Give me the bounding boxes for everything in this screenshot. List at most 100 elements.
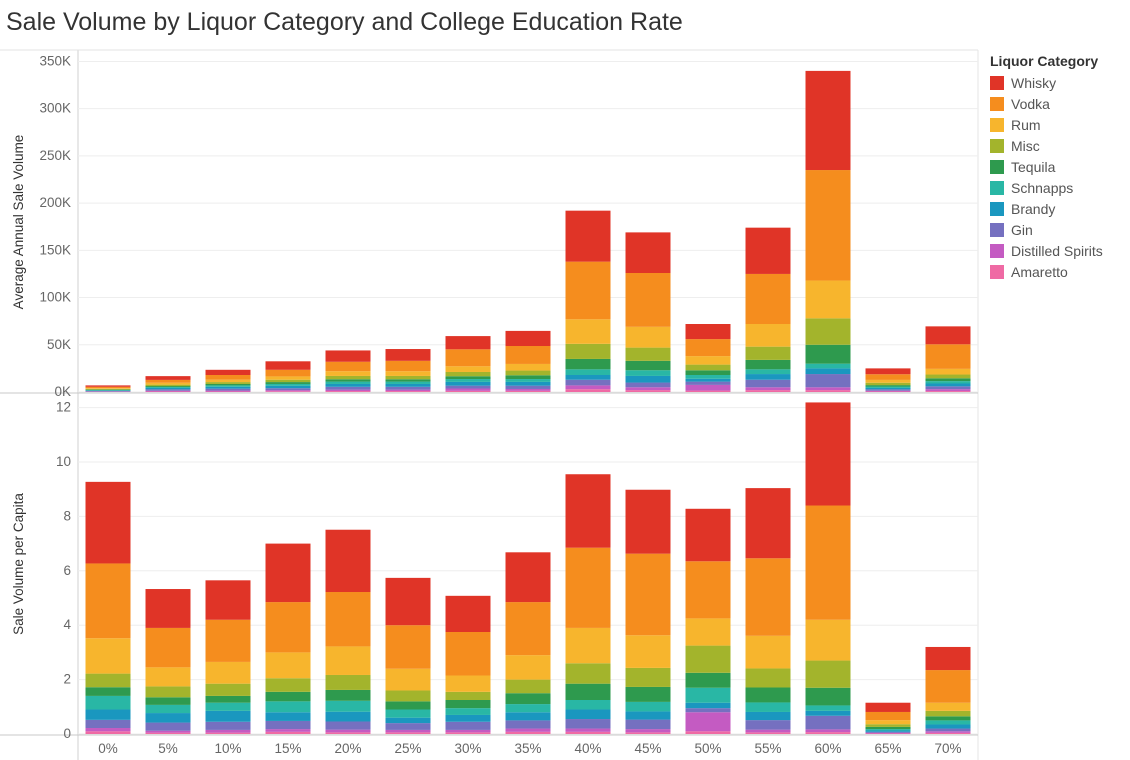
bar-segment[interactable] <box>745 346 791 360</box>
bar-segment[interactable] <box>805 170 851 281</box>
bar-segment[interactable] <box>385 379 431 382</box>
bar-segment[interactable] <box>385 383 431 387</box>
bar-segment[interactable] <box>385 732 431 734</box>
bar-segment[interactable] <box>205 683 251 696</box>
bar-segment[interactable] <box>865 374 911 380</box>
bar-segment[interactable] <box>205 729 251 733</box>
bar-segment[interactable] <box>925 702 971 711</box>
bar-segment[interactable] <box>865 724 911 727</box>
bar-segment[interactable] <box>685 378 731 382</box>
bar-segment[interactable] <box>625 686 671 702</box>
bar-segment[interactable] <box>505 388 551 391</box>
bar-segment[interactable] <box>565 261 611 320</box>
bar-segment[interactable] <box>745 379 791 388</box>
bar-segment[interactable] <box>925 386 971 390</box>
bar-segment[interactable] <box>445 381 491 386</box>
bar-segment[interactable] <box>565 319 611 344</box>
bar-segment[interactable] <box>85 563 131 639</box>
bar-segment[interactable] <box>685 381 731 385</box>
bar-segment[interactable] <box>625 232 671 273</box>
bar-segment[interactable] <box>865 387 911 390</box>
bar-segment[interactable] <box>745 227 791 274</box>
bar-segment[interactable] <box>85 731 131 734</box>
bar-segment[interactable] <box>625 719 671 730</box>
bar-segment[interactable] <box>805 402 851 506</box>
bar-segment[interactable] <box>745 702 791 712</box>
bar-segment[interactable] <box>805 729 851 733</box>
bar-segment[interactable] <box>805 687 851 706</box>
bar-segment[interactable] <box>625 273 671 327</box>
bar-segment[interactable] <box>565 731 611 734</box>
bar-segment[interactable] <box>625 382 671 388</box>
bar-segment[interactable] <box>565 343 611 359</box>
bar-segment[interactable] <box>325 689 371 701</box>
bar-segment[interactable] <box>505 602 551 656</box>
bar-segment[interactable] <box>565 385 611 390</box>
bar-segment[interactable] <box>85 687 131 696</box>
bar-segment[interactable] <box>85 385 131 387</box>
bar-segment[interactable] <box>145 589 191 628</box>
bar-segment[interactable] <box>385 349 431 361</box>
bar-segment[interactable] <box>805 732 851 734</box>
bar-segment[interactable] <box>265 383 311 386</box>
bar-segment[interactable] <box>685 645 731 673</box>
bar-segment[interactable] <box>505 712 551 721</box>
bar-segment[interactable] <box>745 390 791 392</box>
bar-segment[interactable] <box>445 388 491 391</box>
bar-segment[interactable] <box>745 732 791 734</box>
bar-segment[interactable] <box>505 346 551 364</box>
bar-segment[interactable] <box>565 210 611 262</box>
bar-segment[interactable] <box>805 715 851 730</box>
bar-segment[interactable] <box>325 379 371 382</box>
bar-segment[interactable] <box>385 381 431 384</box>
bar-segment[interactable] <box>85 638 131 674</box>
bar-segment[interactable] <box>325 711 371 722</box>
bar-segment[interactable] <box>445 390 491 392</box>
bar-segment[interactable] <box>505 720 551 729</box>
bar-segment[interactable] <box>925 389 971 392</box>
bar-segment[interactable] <box>685 364 731 371</box>
bar-segment[interactable] <box>205 388 251 391</box>
bar-segment[interactable] <box>685 324 731 340</box>
legend-item[interactable]: Tequila <box>990 156 1128 177</box>
bar-segment[interactable] <box>385 729 431 733</box>
bar-segment[interactable] <box>685 702 731 709</box>
bar-segment[interactable] <box>865 382 911 386</box>
bar-segment[interactable] <box>385 717 431 724</box>
bar-segment[interactable] <box>685 370 731 375</box>
bar-segment[interactable] <box>85 695 131 710</box>
bar-segment[interactable] <box>325 729 371 733</box>
bar-segment[interactable] <box>805 660 851 688</box>
bar-segment[interactable] <box>445 385 491 389</box>
bar-segment[interactable] <box>145 697 191 705</box>
bar-segment[interactable] <box>205 383 251 386</box>
bar-segment[interactable] <box>145 730 191 733</box>
bar-segment[interactable] <box>565 375 611 380</box>
bar-segment[interactable] <box>385 668 431 691</box>
bar-segment[interactable] <box>205 695 251 703</box>
bar-segment[interactable] <box>625 635 671 668</box>
bar-segment[interactable] <box>265 602 311 653</box>
bar-segment[interactable] <box>325 721 371 730</box>
bar-segment[interactable] <box>145 686 191 698</box>
bar-segment[interactable] <box>505 390 551 392</box>
bar-segment[interactable] <box>505 704 551 713</box>
bar-segment[interactable] <box>685 356 731 365</box>
bar-segment[interactable] <box>625 667 671 687</box>
bar-segment[interactable] <box>505 330 551 347</box>
bar-segment[interactable] <box>805 390 851 392</box>
bar-segment[interactable] <box>685 390 731 392</box>
bar-segment[interactable] <box>865 733 911 734</box>
bar-segment[interactable] <box>445 708 491 715</box>
bar-segment[interactable] <box>145 389 191 391</box>
bar-segment[interactable] <box>385 709 431 718</box>
bar-segment[interactable] <box>325 386 371 390</box>
bar-segment[interactable] <box>805 280 851 319</box>
bar-segment[interactable] <box>625 729 671 733</box>
bar-segment[interactable] <box>685 687 731 703</box>
bar-segment[interactable] <box>565 627 611 664</box>
bar-segment[interactable] <box>145 379 191 383</box>
bar-segment[interactable] <box>445 349 491 367</box>
bar-segment[interactable] <box>385 577 431 626</box>
bar-segment[interactable] <box>805 368 851 375</box>
